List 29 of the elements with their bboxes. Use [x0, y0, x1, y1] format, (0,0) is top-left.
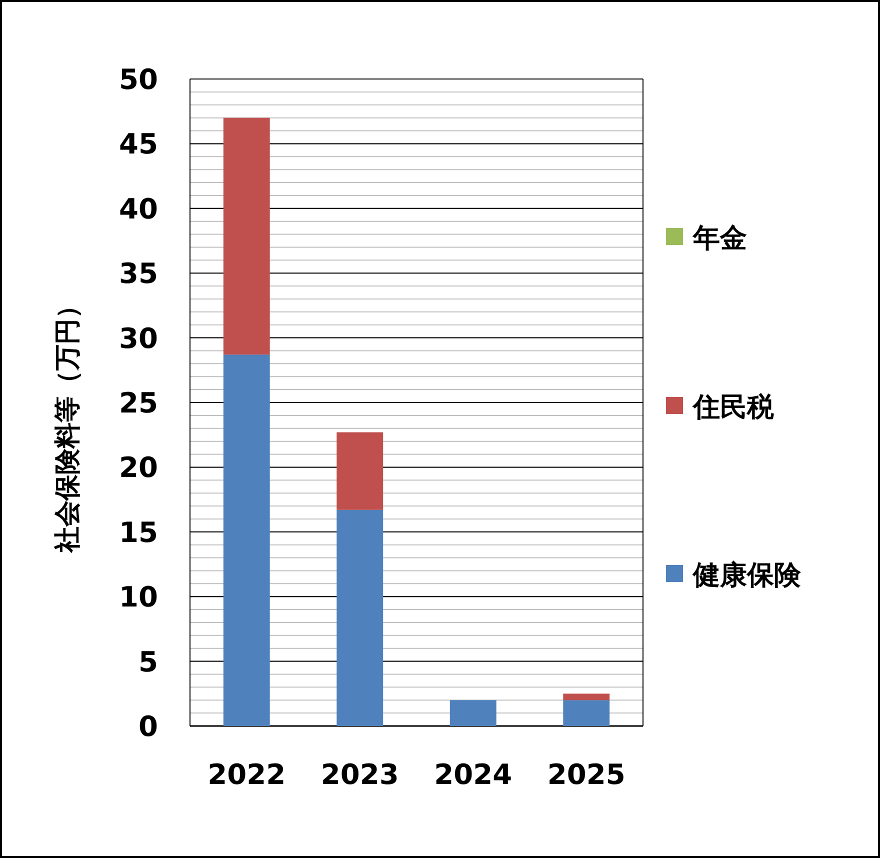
y-tick-label: 5: [138, 645, 158, 678]
bar: [450, 700, 496, 726]
x-tick-label: 2023: [320, 758, 399, 791]
bar: [336, 432, 384, 510]
bar: [563, 700, 610, 726]
x-tick-label: 2025: [547, 758, 626, 791]
x-tick-label: 2024: [434, 758, 512, 791]
y-tick-label: 25: [119, 386, 158, 420]
y-tick-label: 50: [119, 63, 158, 96]
y-tick-label: 35: [119, 257, 158, 290]
y-tick-label: 20: [119, 451, 158, 484]
y-axis-title: 社会保険料等（万円）: [53, 292, 83, 554]
y-tick-label: 15: [119, 516, 158, 549]
legend-label: 年金: [692, 223, 747, 254]
bar: [223, 118, 270, 355]
y-tick-label: 45: [119, 128, 158, 161]
legend-item: 健康保険: [666, 560, 801, 591]
bar: [563, 694, 610, 700]
legend-label: 健康保険: [692, 560, 802, 591]
bar: [223, 354, 270, 726]
y-tick-label: 30: [119, 322, 158, 355]
legend-item: 住民税: [666, 392, 774, 423]
legend-label: 住民税: [692, 392, 775, 423]
x-tick-label: 2022: [208, 758, 286, 791]
legend-item: 年金: [666, 223, 747, 254]
bar: [336, 510, 384, 726]
y-tick-label: 0: [138, 710, 158, 743]
y-tick-label: 10: [119, 580, 158, 614]
y-tick-label: 40: [119, 192, 158, 226]
